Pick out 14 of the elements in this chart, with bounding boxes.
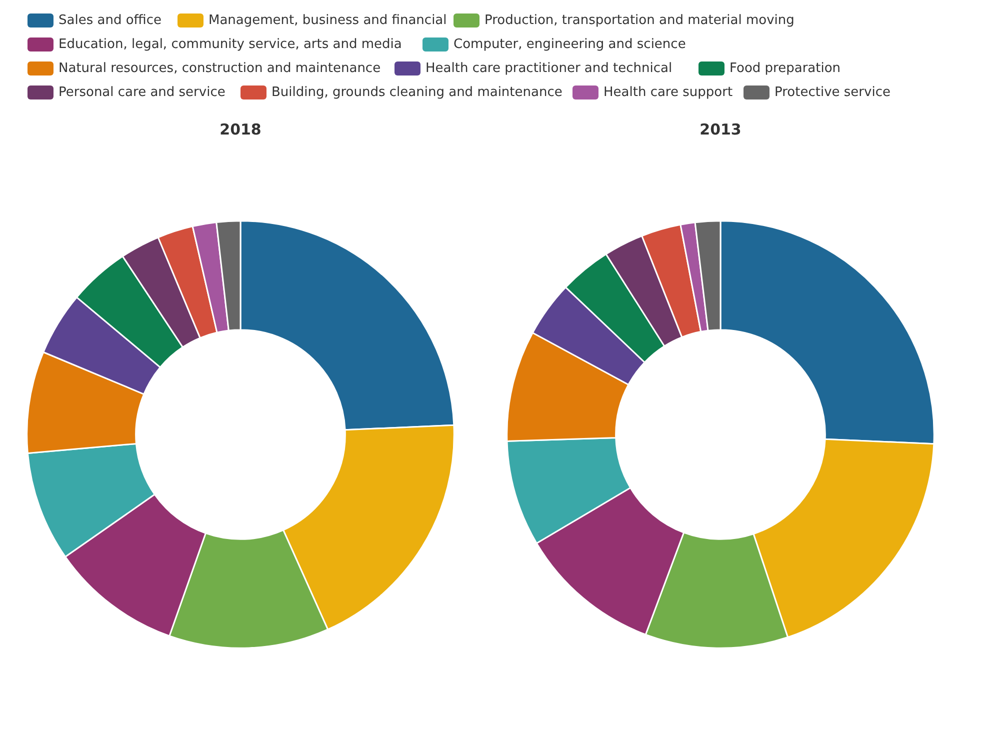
legend-label: Personal care and service [58, 85, 226, 100]
legend-label: Computer, engineering and science [454, 37, 686, 52]
legend-label: Education, legal, community service, arts and media [58, 37, 402, 52]
text: 2018 [220, 120, 262, 138]
legend-label: Health care support [604, 85, 733, 100]
legend-label: Sales and office [58, 13, 162, 28]
legend-label: Natural resources, construction and maintenance [58, 61, 381, 76]
legend-label: Health care practitioner and technical [426, 61, 672, 76]
legend-label: Management, business and financial [208, 13, 447, 28]
legend-label: Building, grounds cleaning and maintenance [272, 85, 562, 100]
legend-label: Production, transportation and material moving [484, 13, 794, 28]
chart-title: 2013 [700, 120, 742, 138]
legend-label: Food preparation [730, 61, 841, 76]
legend-label: Protective service [774, 85, 890, 100]
